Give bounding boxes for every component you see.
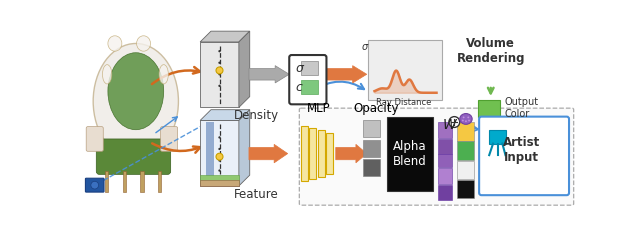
Circle shape — [218, 169, 221, 172]
Circle shape — [216, 67, 223, 74]
Ellipse shape — [460, 113, 472, 124]
Text: MLP: MLP — [307, 102, 330, 115]
Circle shape — [449, 117, 460, 127]
FancyBboxPatch shape — [289, 55, 326, 104]
Bar — [301, 126, 308, 181]
Bar — [458, 122, 474, 140]
Text: Feature: Feature — [234, 188, 279, 201]
Ellipse shape — [108, 36, 122, 51]
Bar — [363, 121, 380, 137]
Bar — [478, 100, 500, 117]
FancyBboxPatch shape — [479, 117, 569, 195]
Circle shape — [218, 159, 221, 162]
Circle shape — [218, 136, 221, 139]
Text: Output
Color: Output Color — [505, 97, 539, 119]
Text: Opacity: Opacity — [353, 102, 399, 115]
Bar — [105, 171, 108, 192]
Ellipse shape — [159, 65, 168, 84]
Text: Alpha
Blend: Alpha Blend — [393, 140, 427, 168]
Bar — [458, 161, 474, 179]
Bar — [301, 61, 318, 75]
Bar — [387, 117, 433, 191]
Bar — [458, 180, 474, 198]
Circle shape — [218, 62, 221, 64]
FancyBboxPatch shape — [300, 108, 573, 205]
Circle shape — [465, 120, 467, 122]
Bar — [200, 180, 239, 186]
Circle shape — [467, 117, 469, 118]
Text: $c$: $c$ — [296, 81, 304, 94]
Text: Ray Distance: Ray Distance — [376, 98, 431, 107]
Bar — [206, 122, 214, 184]
Bar — [326, 133, 333, 174]
Polygon shape — [200, 42, 239, 107]
Bar — [301, 80, 318, 94]
Bar — [438, 185, 452, 200]
Bar — [438, 154, 452, 168]
Text: Volume
Rendering: Volume Rendering — [456, 37, 525, 65]
Circle shape — [218, 85, 221, 87]
Text: $\sigma$: $\sigma$ — [296, 62, 306, 75]
Text: Artist
Input: Artist Input — [503, 136, 540, 164]
Ellipse shape — [93, 44, 179, 159]
Bar — [309, 128, 316, 179]
Bar — [438, 139, 452, 154]
Text: $\sigma$: $\sigma$ — [362, 42, 370, 52]
FancyArrow shape — [336, 144, 367, 163]
Bar — [489, 130, 506, 144]
FancyBboxPatch shape — [96, 139, 171, 174]
Circle shape — [462, 120, 464, 121]
Ellipse shape — [108, 53, 164, 130]
Circle shape — [216, 153, 223, 160]
FancyArrow shape — [249, 144, 288, 163]
Bar — [140, 171, 143, 192]
Ellipse shape — [136, 36, 150, 51]
Bar — [438, 168, 452, 184]
Polygon shape — [239, 110, 250, 186]
FancyArrow shape — [326, 66, 367, 83]
Circle shape — [218, 73, 221, 75]
Text: Density: Density — [234, 109, 279, 122]
Text: $W$: $W$ — [442, 118, 458, 132]
Bar — [200, 175, 239, 183]
Polygon shape — [200, 121, 239, 186]
Ellipse shape — [102, 65, 112, 84]
Bar — [368, 40, 442, 100]
Bar — [318, 131, 325, 177]
Bar — [438, 122, 452, 138]
Circle shape — [218, 148, 221, 150]
Circle shape — [468, 120, 470, 121]
Circle shape — [463, 117, 465, 118]
Circle shape — [91, 181, 99, 189]
Bar — [363, 159, 380, 176]
Bar — [363, 140, 380, 157]
FancyBboxPatch shape — [85, 178, 104, 192]
Bar — [123, 171, 125, 192]
FancyBboxPatch shape — [86, 127, 103, 151]
Bar — [458, 141, 474, 160]
Bar — [157, 171, 161, 192]
Circle shape — [218, 50, 221, 52]
FancyBboxPatch shape — [161, 127, 178, 151]
FancyArrow shape — [249, 66, 289, 83]
Polygon shape — [200, 31, 250, 42]
Polygon shape — [239, 31, 250, 107]
Polygon shape — [200, 110, 250, 121]
